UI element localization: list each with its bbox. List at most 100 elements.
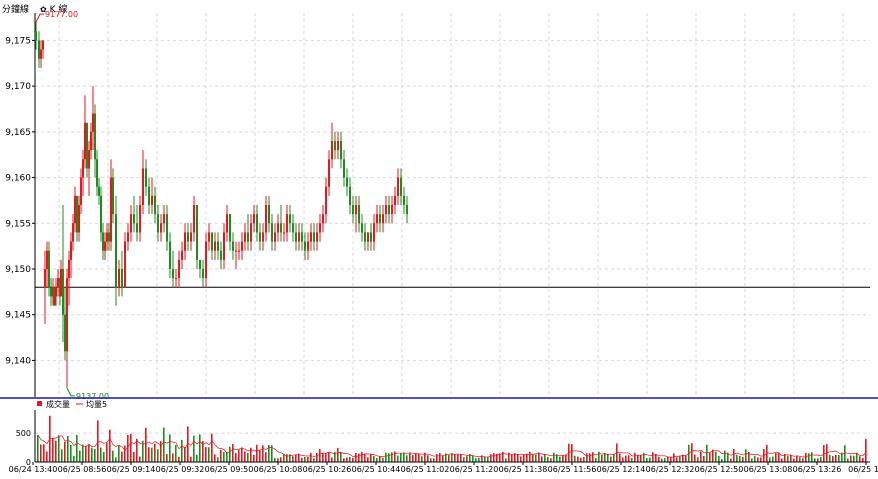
candle-body [106, 232, 108, 242]
candle-body [184, 232, 186, 251]
price-tick-label: 9,155 [5, 219, 31, 229]
volume-bar [67, 436, 69, 462]
volume-bar [433, 458, 435, 462]
candle-body [181, 250, 183, 260]
candle-body [104, 241, 106, 251]
candle [72, 214, 74, 251]
volume-bar [85, 446, 87, 462]
x-tick-label: 06/25 08:56 [58, 465, 107, 474]
volume-bar [58, 435, 60, 462]
kline-toggle[interactable]: ✿ K 線 [40, 2, 67, 15]
volume-bar [100, 447, 102, 462]
candle [361, 214, 363, 242]
candle-body [382, 214, 384, 224]
volume-bar [136, 438, 138, 462]
candle-body [238, 250, 240, 252]
candle [358, 195, 360, 233]
volume-bar [406, 455, 408, 462]
candle-body [313, 232, 315, 242]
volume-bar [187, 426, 189, 462]
volume-bar [556, 454, 558, 462]
candle-body [295, 232, 297, 242]
time-x-axis: 06/24 13:40 06/25 08:56 06/25 09:14 06/25 0… [9, 461, 878, 474]
volume-y-axis: 0 500 [16, 410, 36, 467]
volume-bar [808, 453, 810, 462]
volume-bar [802, 458, 804, 462]
volume-bar [208, 447, 210, 462]
volume-bar [424, 452, 426, 462]
volume-bar [295, 454, 297, 462]
volume-bar [574, 455, 576, 462]
volume-bar [160, 441, 162, 462]
candle [42, 40, 44, 59]
candle-body [76, 195, 78, 233]
volume-bar [586, 453, 588, 462]
price-tick-label: 9,170 [5, 82, 31, 92]
volume-bar [799, 457, 801, 462]
candle-body [70, 241, 72, 260]
volume-bar [130, 433, 132, 462]
candle-body [98, 186, 100, 196]
candle [214, 232, 216, 260]
volume-bar [787, 455, 789, 462]
gear-icon[interactable]: ✿ [40, 5, 47, 14]
candle [355, 195, 357, 233]
candle [286, 205, 288, 242]
volume-bar [514, 453, 516, 462]
candle [373, 214, 375, 251]
candle-body [310, 232, 312, 242]
volume-bar [322, 452, 324, 462]
candle-body [157, 214, 159, 233]
candle [289, 205, 291, 233]
price-y-axis: 9,140 9,145 9,150 9,155 9,160 9,165 9,170 9,175 [5, 13, 36, 397]
candle-body [232, 241, 234, 251]
volume-bar [211, 433, 213, 462]
volume-bar [214, 454, 216, 462]
candle [172, 250, 174, 288]
interval-label[interactable]: 分鐘線 [2, 5, 30, 15]
candle [133, 195, 135, 233]
candle-body [92, 113, 94, 132]
volume-bar [91, 447, 93, 462]
price-tick-label: 9,160 [5, 174, 31, 184]
volume-bar [760, 457, 762, 462]
volume-bar [229, 446, 231, 462]
volume-bar [460, 454, 462, 462]
volume-bar [139, 456, 141, 462]
candle [163, 205, 165, 233]
candle-body [388, 205, 390, 215]
volume-bar [241, 447, 243, 462]
candle-body [163, 214, 165, 224]
volume-bar [361, 451, 363, 462]
candlesticks [35, 22, 408, 388]
candle [220, 241, 222, 269]
candle [400, 168, 402, 205]
volume-bar [64, 441, 66, 462]
candle [145, 159, 147, 196]
volume-bar [664, 458, 666, 462]
candle-body [289, 214, 291, 224]
volume-bar [490, 454, 492, 462]
candle-body [337, 141, 339, 151]
volume-bar [103, 452, 105, 462]
candle [229, 214, 231, 251]
volume-bar [529, 451, 531, 462]
candle [127, 223, 129, 251]
volume-bar [349, 456, 351, 462]
legend-ma-label: 均量5 [86, 399, 107, 409]
candle [106, 223, 108, 251]
volume-bar [400, 453, 402, 462]
candle [181, 241, 183, 269]
candle-body [298, 232, 300, 242]
candle-body [54, 296, 56, 298]
annotation-leader [66, 387, 75, 397]
volume-bar [628, 455, 630, 462]
volume-bar [190, 456, 192, 462]
volume-bar [226, 451, 228, 462]
volume-bar [724, 450, 726, 462]
candle [334, 131, 336, 160]
volume-bar [754, 455, 756, 462]
candle-body [328, 159, 330, 187]
candle-body [397, 177, 399, 196]
volume-bar [169, 434, 171, 462]
